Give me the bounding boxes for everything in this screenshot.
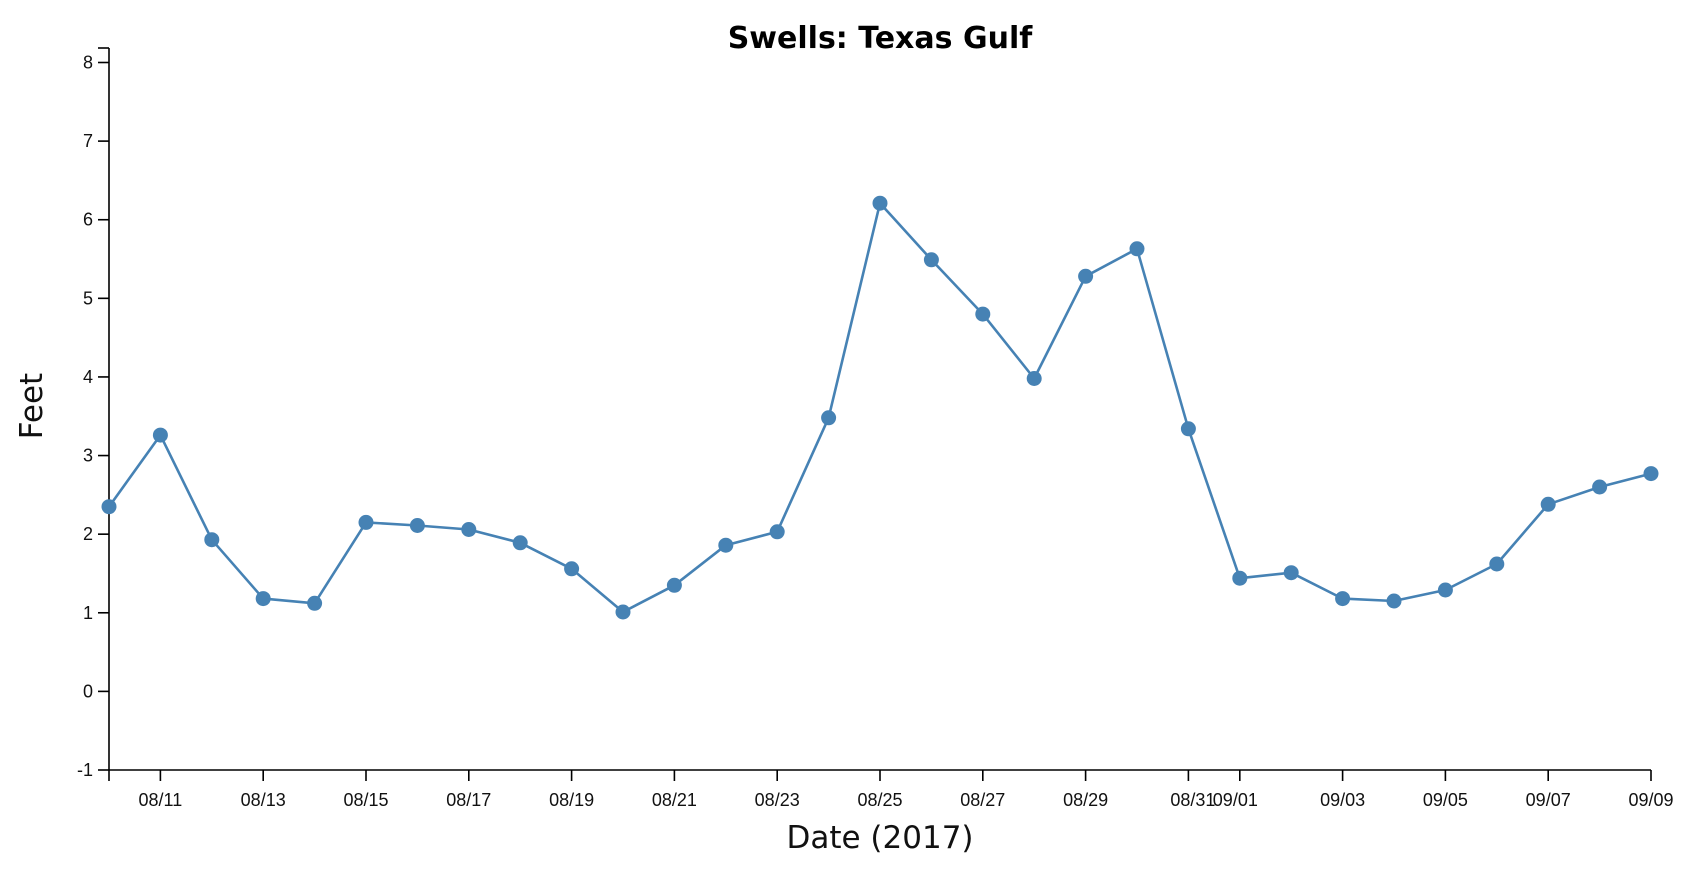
data-point bbox=[1283, 565, 1299, 581]
x-tick-label: 08/27 bbox=[960, 790, 1005, 810]
x-tick-label: 08/31 bbox=[1170, 790, 1215, 810]
data-point bbox=[718, 537, 734, 553]
x-tick-label: 08/23 bbox=[755, 790, 800, 810]
data-point bbox=[409, 518, 425, 533]
data-point bbox=[615, 604, 631, 620]
data-point bbox=[1592, 479, 1608, 495]
data-point bbox=[769, 524, 785, 540]
x-tick-label: 08/21 bbox=[652, 790, 697, 810]
data-point bbox=[512, 535, 528, 551]
data-point bbox=[358, 514, 374, 530]
data-point bbox=[923, 252, 939, 268]
data-point bbox=[564, 561, 580, 577]
x-tick-label: 08/29 bbox=[1063, 790, 1108, 810]
x-tick-label: 09/01 bbox=[1213, 790, 1258, 810]
x-axis-title: Date (2017) bbox=[786, 820, 973, 856]
data-point bbox=[1335, 591, 1351, 607]
x-tick-label: 08/25 bbox=[857, 790, 902, 810]
data-point bbox=[461, 522, 477, 537]
data-point bbox=[255, 591, 271, 607]
data-point bbox=[1026, 371, 1042, 386]
y-tick-label: -1 bbox=[77, 760, 93, 780]
x-tick-label: 08/19 bbox=[549, 790, 594, 810]
data-point bbox=[152, 427, 168, 443]
x-tick-label: 08/15 bbox=[343, 790, 388, 810]
y-tick-label: 3 bbox=[83, 446, 93, 466]
y-tick-label: 5 bbox=[83, 288, 93, 308]
data-point bbox=[1540, 496, 1556, 512]
y-tick-label: 4 bbox=[83, 367, 93, 387]
y-tick-label: 8 bbox=[83, 53, 93, 73]
y-tick-label: 7 bbox=[83, 131, 93, 151]
y-tick-label: 2 bbox=[83, 524, 93, 544]
y-axis-title: Feet bbox=[14, 373, 50, 439]
y-axis: -1 0 1 2 3 4 5 6 7 8 bbox=[77, 47, 110, 780]
y-tick-label: 1 bbox=[83, 603, 93, 623]
plot-area bbox=[101, 195, 1659, 620]
data-point bbox=[1232, 570, 1248, 586]
chart-title: Swells: Texas Gulf bbox=[728, 21, 1034, 56]
x-axis: 08/11 08/13 08/15 08/17 08/19 08/21 08/23 08/25… bbox=[108, 769, 1674, 810]
data-point bbox=[872, 195, 888, 211]
x-tick-label: 08/17 bbox=[446, 790, 491, 810]
data-point bbox=[1386, 593, 1402, 609]
data-point bbox=[1489, 556, 1505, 572]
data-point bbox=[1078, 268, 1094, 284]
x-tick-label: 09/07 bbox=[1526, 790, 1571, 810]
data-point bbox=[307, 595, 323, 611]
data-point bbox=[1437, 582, 1453, 598]
x-tick-label: 09/09 bbox=[1628, 790, 1673, 810]
data-point bbox=[101, 499, 117, 515]
x-tick-label: 08/11 bbox=[139, 790, 183, 810]
y-tick-label: 6 bbox=[83, 210, 93, 230]
data-point bbox=[975, 306, 991, 322]
data-point bbox=[666, 577, 682, 593]
x-tick-label: 09/03 bbox=[1320, 790, 1365, 810]
data-point bbox=[1180, 421, 1196, 437]
y-tick-label: 0 bbox=[83, 681, 93, 701]
x-tick-label: 09/05 bbox=[1423, 790, 1468, 810]
data-point bbox=[1129, 241, 1145, 257]
x-tick-label: 08/13 bbox=[241, 790, 286, 810]
series-line bbox=[107, 201, 1652, 614]
data-point bbox=[204, 532, 220, 548]
data-point bbox=[1643, 466, 1659, 482]
data-point bbox=[821, 410, 837, 426]
